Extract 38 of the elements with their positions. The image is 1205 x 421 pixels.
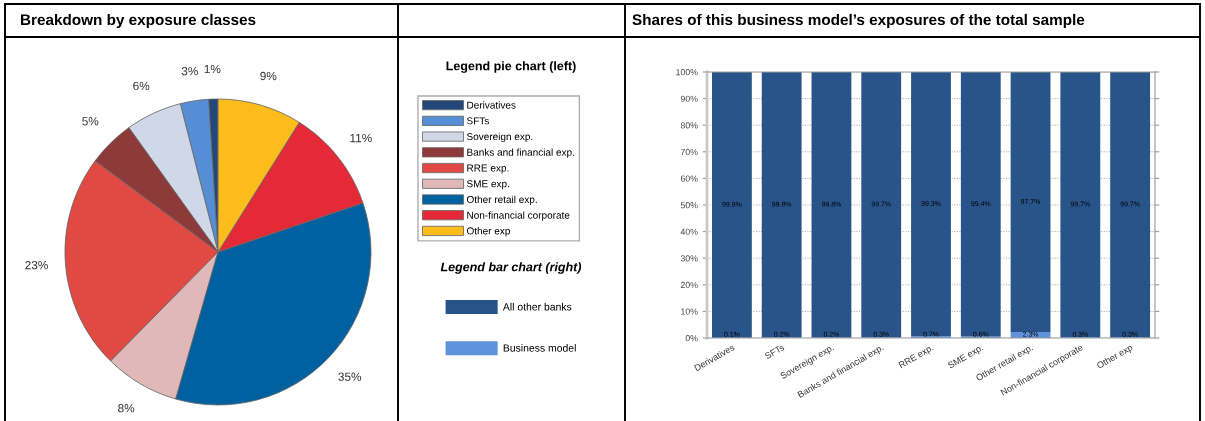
data-label: 8% bbox=[118, 404, 135, 413]
y-tick-label: 0% bbox=[685, 335, 698, 342]
data-label: 35% bbox=[338, 372, 362, 381]
y-tick-label: 30% bbox=[680, 255, 698, 262]
legend-label: SME exp. bbox=[466, 180, 509, 190]
data-label: 11% bbox=[350, 133, 372, 143]
y-tick-label: 20% bbox=[680, 281, 698, 289]
legend-label: RRE exp. bbox=[467, 164, 509, 174]
y-tick-label: 40% bbox=[680, 228, 698, 235]
legend-label: Derivatives bbox=[467, 101, 516, 109]
x-tick-label: Other exp bbox=[1096, 343, 1134, 371]
chart-title: Breakdown by exposure classes bbox=[21, 13, 256, 29]
data-label: 6% bbox=[133, 81, 150, 91]
legend-label: Sovereign exp. bbox=[466, 132, 533, 143]
y-tick-label: 10% bbox=[681, 308, 698, 315]
legend-label: Other exp bbox=[466, 227, 510, 237]
data-label: 9% bbox=[260, 71, 277, 81]
legend-label: Business model bbox=[503, 344, 576, 352]
x-tick-label: SME exp. bbox=[947, 344, 985, 371]
y-tick-label: 70% bbox=[680, 148, 698, 156]
y-tick-label: 60% bbox=[680, 175, 698, 182]
data-label: 1% bbox=[204, 64, 221, 74]
legend-label: Non-financial corporate bbox=[467, 211, 570, 221]
y-tick-label: 80% bbox=[680, 122, 698, 129]
legend-label: Other retail exp. bbox=[466, 195, 537, 205]
y-tick-label: 100% bbox=[676, 69, 698, 76]
data-label: 3% bbox=[181, 66, 198, 76]
legend-label: SFTs bbox=[466, 117, 489, 125]
legend-title: Legend pie chart (left) bbox=[446, 61, 576, 73]
y-tick-label: 50% bbox=[680, 202, 698, 209]
y-tick-label: 90% bbox=[680, 95, 698, 102]
data-label: 5% bbox=[82, 117, 99, 126]
x-tick-label: RRE exp. bbox=[898, 344, 935, 370]
legend-title: Legend bar chart (right) bbox=[440, 262, 582, 274]
data-label: 23% bbox=[25, 260, 48, 270]
legend-label: Banks and financial exp. bbox=[467, 148, 574, 158]
chart-title: Shares of this business model’s exposures of the total sample bbox=[632, 13, 1085, 29]
legend-label: All other banks bbox=[502, 302, 572, 311]
